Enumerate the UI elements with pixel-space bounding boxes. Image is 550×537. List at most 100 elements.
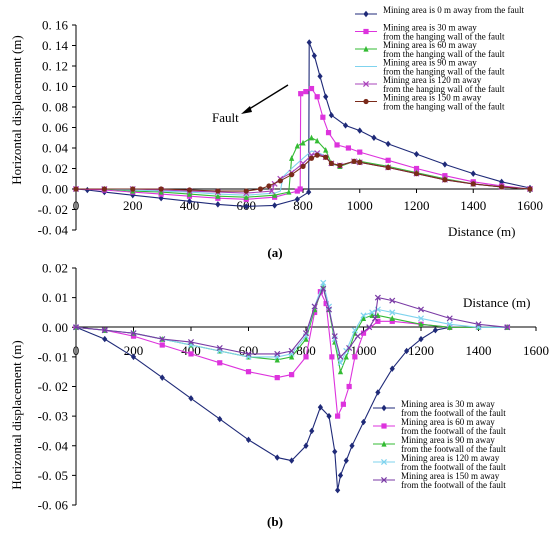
x-tick-label: 0 <box>73 198 80 213</box>
legend-marker <box>381 404 387 412</box>
y-tick-label: -0. 03 <box>38 409 68 424</box>
y-tick-label: 0. 00 <box>42 320 68 335</box>
legend-marker <box>381 423 387 429</box>
data-point <box>217 415 223 423</box>
data-point <box>417 315 425 322</box>
y-tick-label: 0. 01 <box>42 290 68 305</box>
legend-entry: Mining area is 150 m away from the hangin… <box>355 93 505 112</box>
data-point <box>306 188 312 196</box>
data-point <box>243 194 249 200</box>
data-point <box>389 297 396 304</box>
x-tick-label: 200 <box>123 198 143 213</box>
panel-a: -0. 04 -0. 02 0. 00 0. 02 0. 04 0. 06 0. 08 0. … <box>9 5 543 260</box>
data-point <box>442 161 448 168</box>
data-point <box>334 142 340 148</box>
data-point <box>337 368 344 375</box>
data-point <box>186 198 193 205</box>
x-tick-label: 400 <box>181 343 201 358</box>
data-point <box>186 187 193 193</box>
data-point <box>317 73 323 80</box>
data-point <box>286 188 292 195</box>
data-point <box>130 186 136 192</box>
legend-marker <box>363 28 369 35</box>
x-tick-label: 1200 <box>408 343 434 358</box>
x-tick-label: 1600 <box>517 198 543 213</box>
y-tick-label: 0. 02 <box>42 261 68 276</box>
data-point <box>346 383 352 390</box>
y-tick-label: 0. 08 <box>42 100 68 115</box>
data-point <box>323 146 329 153</box>
data-point <box>314 94 320 100</box>
data-point <box>274 350 281 357</box>
legend-label: Mining area is 90 m away from the footwal… <box>401 435 506 454</box>
data-point <box>303 442 309 449</box>
y-tick-label: -0. 01 <box>38 349 68 364</box>
y-tick-label: -0. 04 <box>38 223 69 238</box>
data-point <box>442 177 448 183</box>
x-tick-label: 800 <box>296 343 316 358</box>
data-point <box>217 360 223 366</box>
data-point <box>186 191 193 197</box>
data-point <box>289 172 295 178</box>
legend-entry: Mining area is 30 m away from the footwal… <box>373 399 506 418</box>
legend-label: Mining area is 60 m away from the footwal… <box>401 417 506 436</box>
legend-label: Mining area is 30 m away from the hanging… <box>383 23 505 42</box>
legend-marker <box>363 10 369 18</box>
data-point <box>272 202 278 209</box>
data-point <box>332 448 338 455</box>
data-point <box>404 347 410 355</box>
data-point <box>245 350 252 357</box>
data-point <box>289 353 295 360</box>
data-point <box>337 359 344 366</box>
data-point <box>72 324 80 331</box>
data-point <box>84 186 90 194</box>
data-point <box>357 127 363 134</box>
data-point <box>335 413 341 419</box>
y-tick-label: 0. 00 <box>42 182 68 197</box>
data-point <box>302 330 310 337</box>
legend-label: Mining area is 120 m away from the hangin… <box>383 75 505 94</box>
data-point <box>243 188 249 194</box>
data-point <box>418 321 424 327</box>
data-point <box>257 186 264 192</box>
data-point <box>243 203 249 210</box>
legend-label: Mining area is 150 m away from the hangin… <box>383 93 505 112</box>
data-point <box>475 321 482 328</box>
series-line <box>76 152 531 194</box>
y-tick-label: -0. 06 <box>38 498 69 513</box>
data-point <box>187 339 195 346</box>
data-point <box>289 457 295 464</box>
fault-annotation: Fault <box>212 110 239 125</box>
x-tick-label: 1200 <box>404 198 430 213</box>
data-point <box>311 303 318 310</box>
legend-marker <box>363 98 369 105</box>
data-point <box>357 149 363 155</box>
data-point <box>345 145 351 151</box>
data-point <box>329 354 335 360</box>
data-point <box>294 188 300 194</box>
data-point <box>470 170 476 177</box>
series-line <box>76 154 531 192</box>
data-point <box>308 85 315 92</box>
data-point <box>298 91 304 97</box>
data-point <box>308 155 315 161</box>
data-point <box>343 353 349 360</box>
legend-marker <box>363 45 369 52</box>
data-point <box>369 309 376 316</box>
legend-entry: Mining area is 30 m away from the hanging… <box>355 23 505 42</box>
data-point <box>300 163 306 170</box>
legend-label: Mining area is 90 m away from the hanging… <box>383 58 505 77</box>
y-axis-label-b: Horizontal displacement (m) <box>9 340 24 489</box>
data-point <box>470 181 476 187</box>
legend-entry: Mining area is 120 m away from the footwa… <box>373 453 506 472</box>
data-point <box>320 114 326 120</box>
data-point <box>447 324 453 330</box>
data-point <box>351 327 358 334</box>
data-point <box>272 192 278 198</box>
legend-entry: Mining area is 0 m away from the fault <box>355 5 524 18</box>
data-point <box>288 347 295 354</box>
legend-label: Mining area is 60 m away from the hanging… <box>383 40 505 59</box>
data-point <box>328 160 334 166</box>
data-point <box>385 140 391 148</box>
